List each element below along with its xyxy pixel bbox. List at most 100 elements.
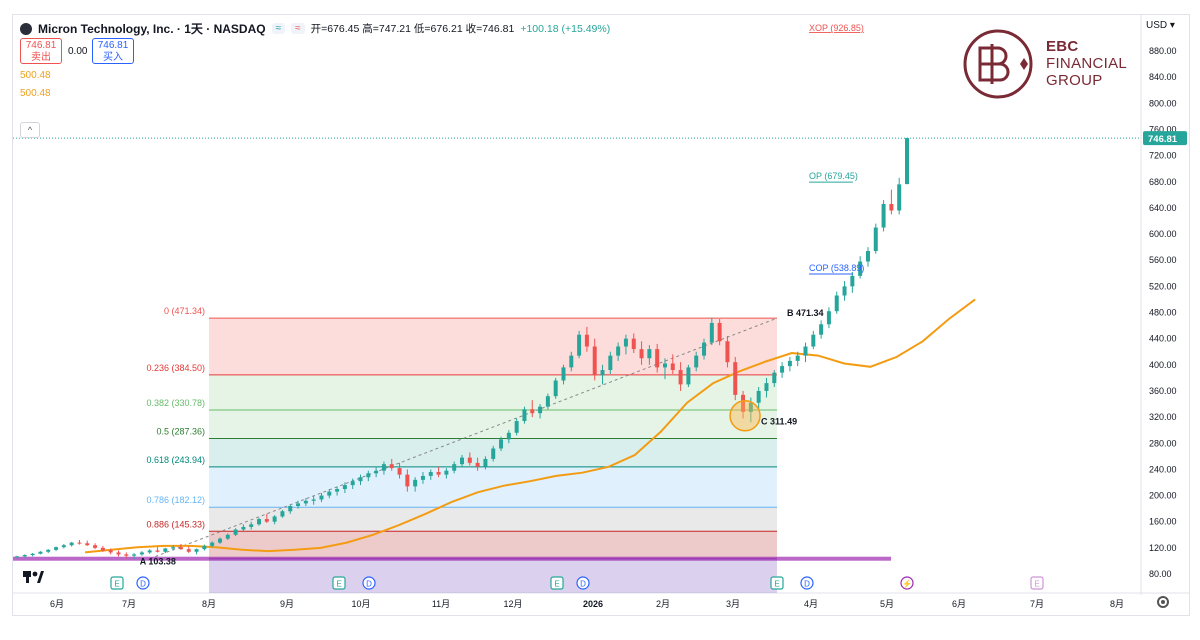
y-tick-label: 680.00 (1149, 177, 1177, 187)
candle-body (905, 138, 909, 185)
candle-body (296, 503, 301, 507)
candle (171, 545, 176, 551)
candle (592, 338, 597, 381)
candle (522, 406, 527, 424)
candle (764, 377, 769, 398)
candle (842, 281, 847, 301)
candle-body (678, 370, 683, 385)
candle (694, 351, 699, 372)
candle (647, 345, 652, 365)
candle-body (897, 184, 902, 211)
candle (69, 541, 74, 547)
fib-band-0.382 (209, 410, 777, 439)
candle (803, 342, 808, 363)
dividend-marker-icon[interactable]: D (576, 576, 590, 590)
earnings-marker-icon[interactable]: E (110, 576, 124, 590)
marker-letter: E (774, 580, 779, 589)
candle (436, 466, 441, 478)
dividend-marker-icon[interactable]: D (800, 576, 814, 590)
candle (467, 452, 472, 466)
candle (147, 549, 152, 554)
y-tick-label: 760.00 (1149, 124, 1177, 134)
marker-shape (362, 576, 376, 590)
x-tick-label: 9月 (280, 599, 294, 609)
candle (139, 551, 144, 556)
candle (655, 343, 660, 373)
candle (132, 553, 137, 559)
fib-label-0.786: 0.786 (182.12) (146, 495, 205, 505)
candle-body (108, 550, 113, 553)
candle-body (467, 457, 472, 463)
dividend-marker-icon[interactable]: D (136, 576, 150, 590)
ebc-logo-text: EBC FINANCIAL GROUP (1046, 38, 1127, 89)
candle-body (186, 549, 191, 552)
candle-body (420, 475, 425, 480)
candle-body (428, 472, 433, 476)
candle-body (335, 489, 340, 492)
candle-body (178, 547, 183, 550)
earnings-marker-icon[interactable]: E (550, 576, 564, 590)
tv-logo-part (37, 571, 44, 583)
candle (475, 457, 480, 471)
candle-body (210, 542, 215, 546)
candle (319, 492, 324, 503)
fib-band-0.618 (209, 466, 777, 508)
candle-body (741, 394, 746, 412)
candle (756, 387, 761, 411)
price-chart[interactable]: 0 (471.34) 0.236 (384.50) 0.382 (330.78) 0.… (13, 15, 1189, 615)
candle-body (124, 554, 129, 556)
currency-selector[interactable]: USD ▾ (1146, 20, 1175, 31)
candle (389, 458, 394, 471)
bolt-marker-icon[interactable]: ⚡ (900, 576, 914, 590)
candle-body (342, 485, 347, 490)
candle (420, 472, 425, 484)
candle-body (662, 363, 667, 368)
marker-shape (770, 576, 784, 590)
candle-body (616, 346, 621, 356)
candle (288, 504, 293, 514)
candle-body (280, 511, 285, 517)
marker-shape (550, 576, 564, 590)
settings-gear-icon[interactable] (1157, 596, 1169, 608)
buy-button[interactable]: 746.81 买入 (92, 38, 134, 64)
indicator-value-2: 500.48 (20, 88, 51, 99)
sell-button[interactable]: 746.81 卖出 (20, 38, 62, 64)
candle (577, 330, 582, 359)
fib-label-0: 0 (471.34) (164, 306, 205, 316)
marker-letter: E (114, 580, 119, 589)
candle (217, 537, 222, 544)
collapse-chevron-icon[interactable]: ^ (20, 122, 40, 138)
candle (296, 500, 301, 509)
ebc-logo: EBC FINANCIAL GROUP (962, 28, 1132, 102)
compare-up-chip[interactable]: ≈ (271, 23, 286, 34)
candle (491, 445, 496, 462)
sell-price: 746.81 (25, 40, 57, 51)
candle-body (202, 545, 207, 550)
candle-body (623, 338, 628, 347)
candle (569, 351, 574, 372)
earnings-marker-icon[interactable]: E (770, 576, 784, 590)
dividend-marker-icon[interactable]: D (362, 576, 376, 590)
compare-down-chip[interactable]: ≈ (291, 23, 305, 34)
c-point-circle (729, 400, 761, 432)
y-tick-label: 480.00 (1149, 308, 1177, 318)
fib-label-0.5: 0.5 (287.36) (156, 426, 205, 436)
y-tick-label: 520.00 (1149, 281, 1177, 291)
earnings-marker-icon[interactable]: E (1030, 576, 1044, 590)
candle-body (764, 383, 769, 391)
logo-line3: GROUP (1046, 72, 1103, 89)
candle-body (670, 363, 675, 371)
earnings-marker-icon[interactable]: E (332, 576, 346, 590)
candle-body (483, 458, 488, 467)
point-a-label: A 103.38 (140, 557, 176, 567)
candle-body (834, 295, 839, 312)
candle (623, 334, 628, 355)
candle (826, 307, 831, 329)
candle-body (139, 552, 144, 555)
candle (631, 333, 636, 354)
candle (155, 547, 160, 553)
candle-body (787, 360, 792, 367)
candle (608, 351, 613, 374)
symbol-title[interactable]: Micron Technology, Inc. · 1天 · NASDAQ (38, 22, 266, 36)
candle-body (748, 402, 753, 412)
